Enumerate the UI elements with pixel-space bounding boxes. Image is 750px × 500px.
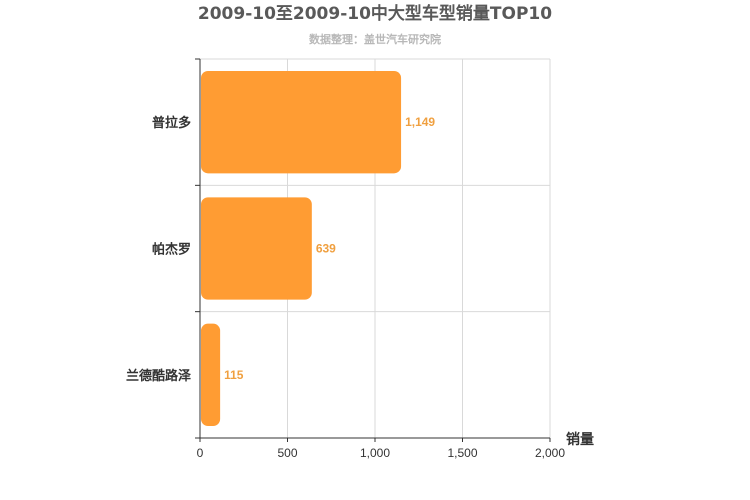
bar	[201, 323, 221, 426]
category-label: 普拉多	[152, 115, 191, 131]
chart-title: 2009-10至2009-10中大型车型销量TOP10	[198, 3, 552, 24]
x-tick-label: 500	[277, 446, 297, 460]
x-tick-label: 0	[197, 446, 204, 460]
category-label: 帕杰罗	[152, 242, 191, 258]
x-tick-label: 1,500	[447, 446, 477, 460]
bar	[201, 197, 312, 300]
category-label: 兰德酷路泽	[126, 368, 192, 384]
data-label: 639	[316, 242, 336, 256]
chart-subtitle: 数据整理：盖世汽车研究院	[309, 32, 441, 46]
x-axis-title: 销量	[566, 431, 594, 448]
bar	[201, 71, 402, 174]
bars: 1,149 639 115	[201, 71, 435, 426]
data-label: 1,149	[405, 115, 435, 129]
data-label: 115	[224, 368, 244, 382]
x-tick-label: 2,000	[535, 446, 565, 460]
x-tick-label: 1,000	[360, 446, 390, 460]
